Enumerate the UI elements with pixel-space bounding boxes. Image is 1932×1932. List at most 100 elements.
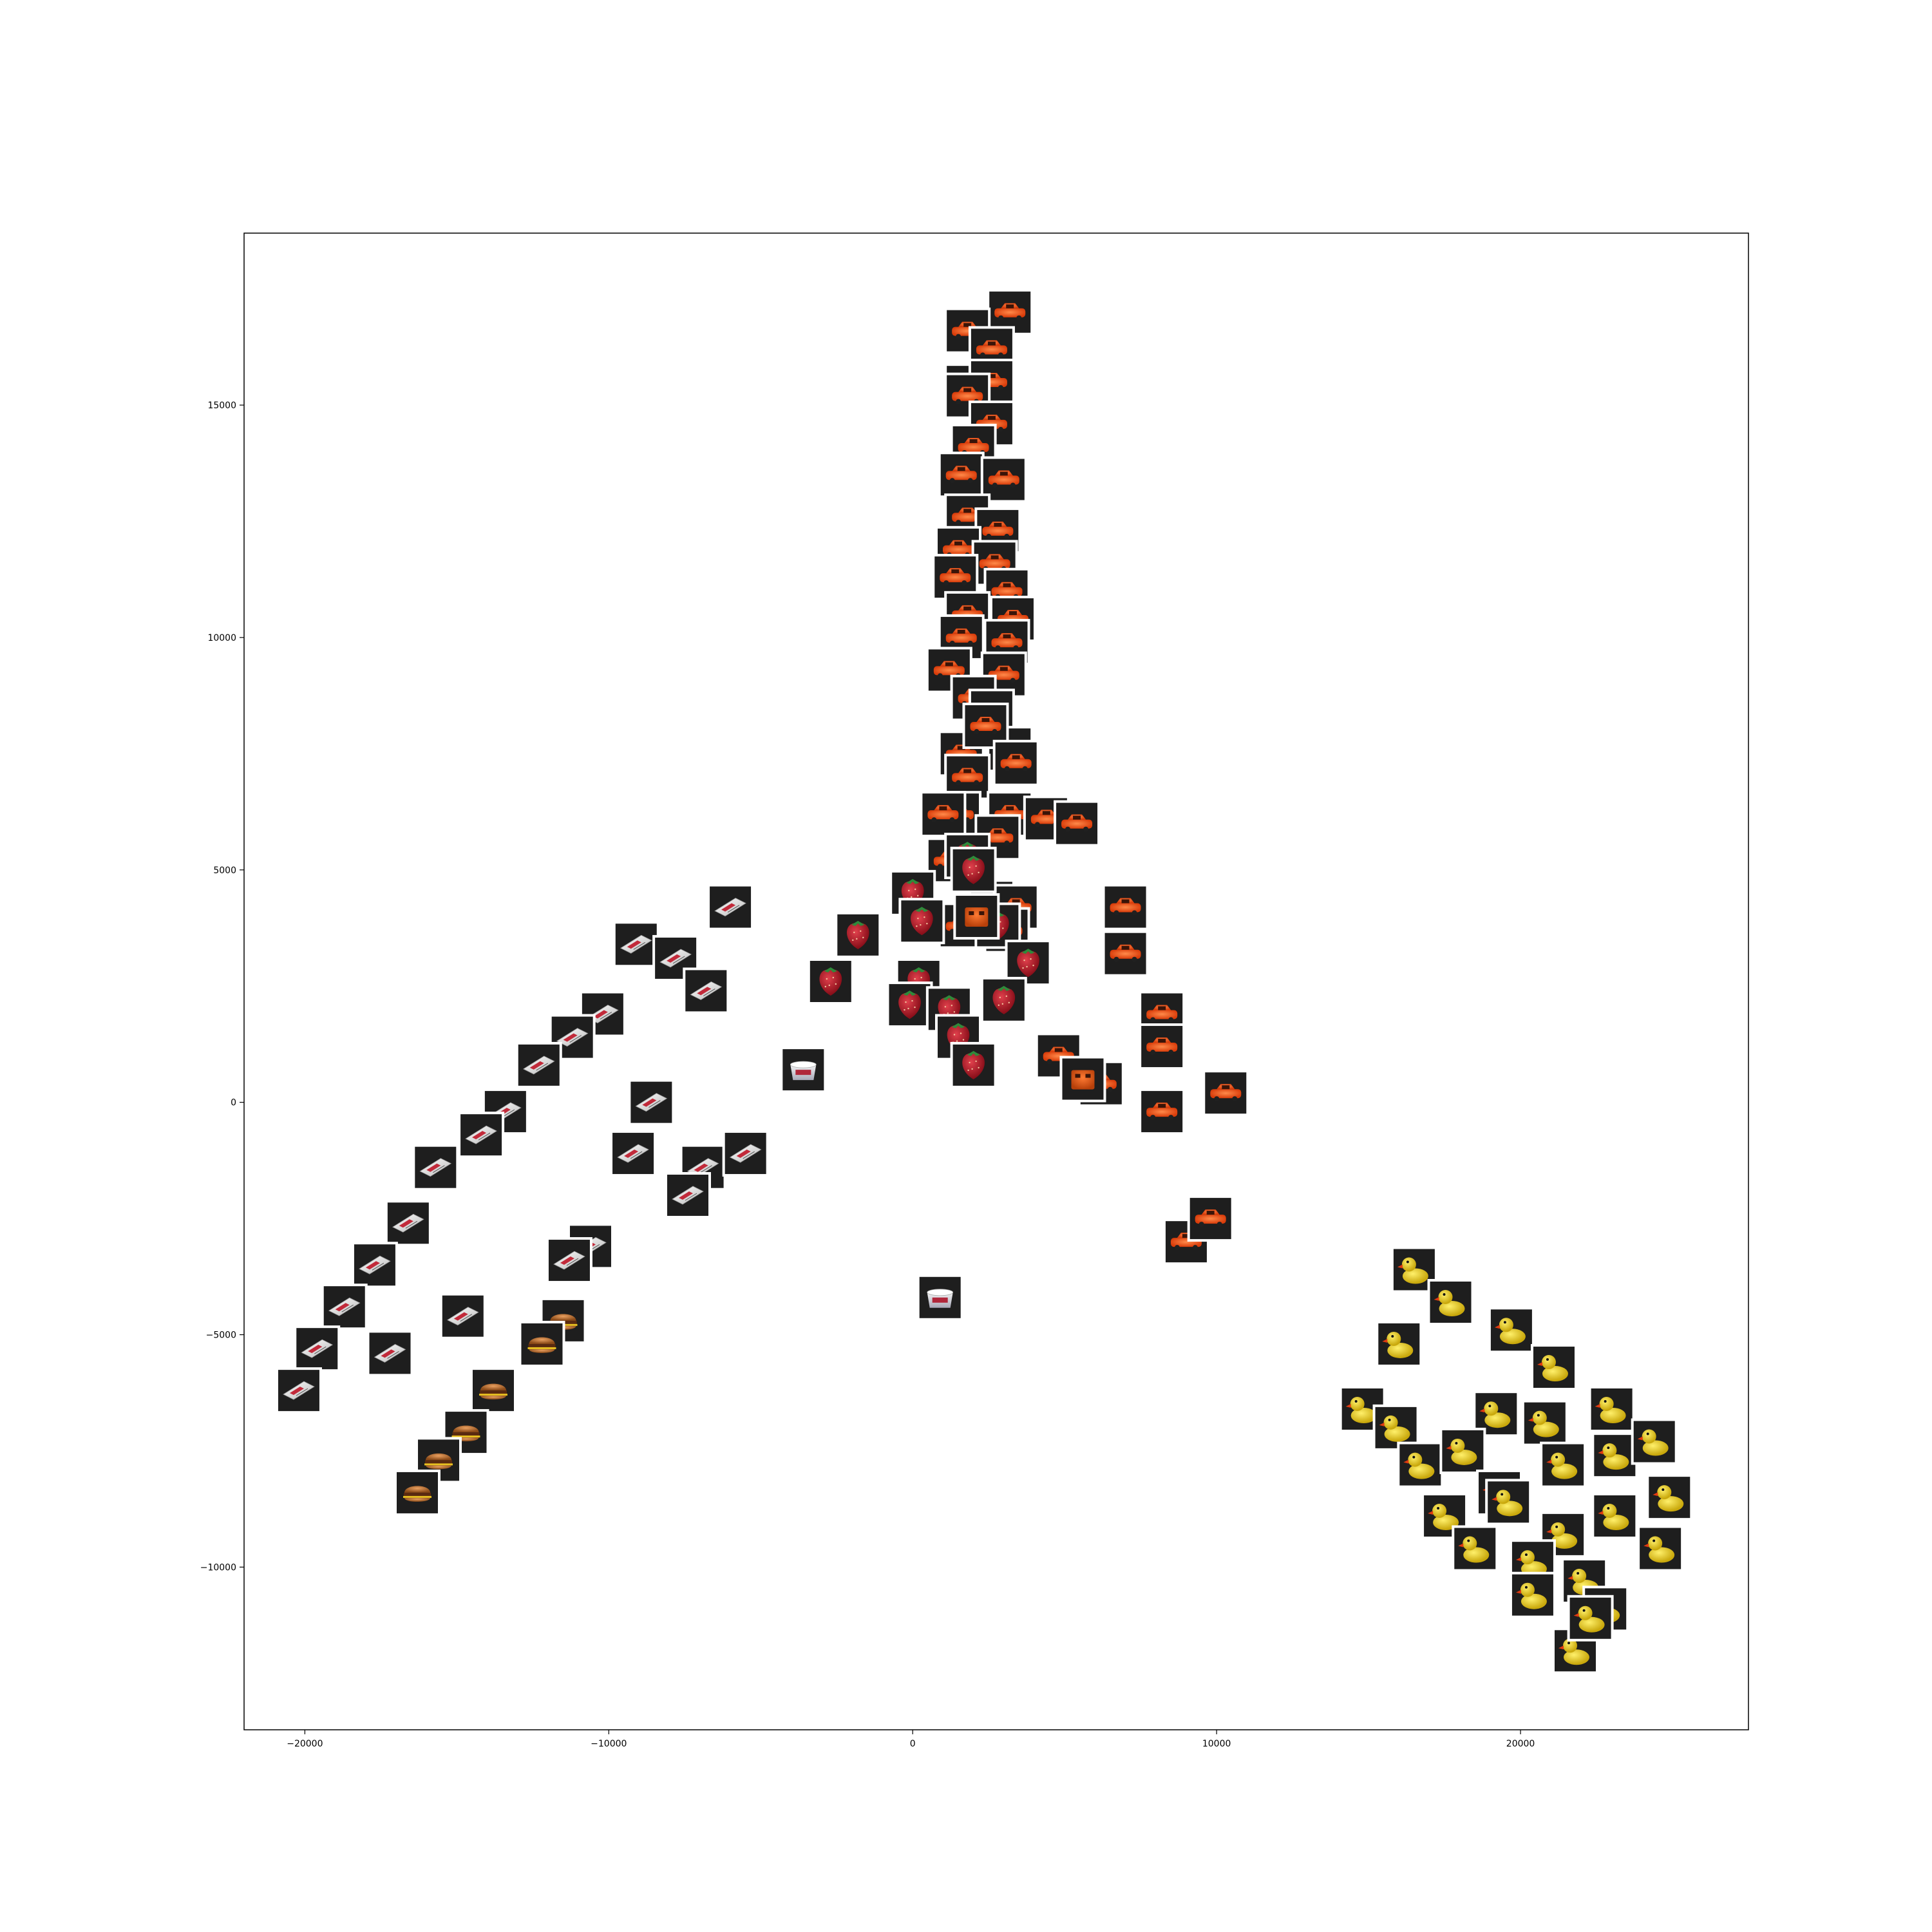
rubber-duck-thumbnail-point	[1509, 1571, 1556, 1618]
rubber-duck-icon	[1598, 1504, 1629, 1530]
hamburger-thumbnail-point	[393, 1469, 440, 1516]
white-box-icon	[659, 949, 692, 968]
rubber-duck-thumbnail-point	[1473, 1390, 1520, 1437]
toy-car-icon	[1146, 1037, 1178, 1056]
x-tick-label: −10000	[591, 1739, 627, 1749]
white-box-icon	[301, 1339, 334, 1358]
white-box-icon	[690, 981, 723, 1000]
white-box-thumbnail-point	[545, 1237, 592, 1284]
white-box-icon	[465, 1125, 497, 1144]
rubber-duck-icon	[1595, 1397, 1626, 1423]
toy-car-icon	[940, 568, 971, 586]
toy-car-thumbnail-point	[980, 456, 1027, 503]
toy-car-thumbnail-point	[962, 703, 1009, 750]
rubber-duck-thumbnail-point	[1427, 1279, 1474, 1325]
rubber-duck-thumbnail-point	[1530, 1344, 1577, 1391]
y-tick-label: 15000	[207, 401, 236, 411]
rubber-duck-icon	[1558, 1638, 1590, 1665]
x-tick-label: 0	[910, 1739, 916, 1749]
toy-car-icon	[1146, 1005, 1178, 1023]
toy-car-thumbnail-point	[1187, 1195, 1234, 1242]
toy-car-thumbnail-point	[1054, 800, 1101, 847]
toy-car-icon	[943, 540, 974, 558]
rubber-duck-icon	[1434, 1290, 1465, 1316]
white-box-thumbnail-point	[722, 1130, 769, 1177]
strawberry-icon	[962, 1050, 985, 1079]
strawberry-thumbnail-point	[835, 911, 882, 958]
rubber-duck-icon	[1653, 1485, 1684, 1512]
rubber-duck-thumbnail-point	[1390, 1246, 1437, 1293]
y-axis: −10000 −5000 0 5000 10000 15000	[200, 401, 244, 1573]
rubber-duck-icon	[1379, 1415, 1410, 1442]
rubber-duck-thumbnail-point	[1488, 1307, 1535, 1354]
x-tick-label: −20000	[287, 1739, 323, 1749]
toy-car-icon	[976, 340, 1007, 358]
tub-icon	[790, 1061, 817, 1081]
white-box-thumbnail-point	[665, 1172, 712, 1218]
rubber-duck-icon	[1492, 1490, 1523, 1517]
white-box-icon	[522, 1056, 555, 1075]
y-tick-label: 5000	[213, 866, 236, 876]
y-tick-label: 10000	[207, 633, 236, 643]
toy-car-icon	[952, 768, 983, 786]
y-tick-label: −10000	[200, 1562, 236, 1573]
rubber-duck-thumbnail-point	[1567, 1595, 1614, 1642]
rubber-duck-icon	[1528, 1410, 1559, 1437]
rubber-duck-icon	[1446, 1438, 1477, 1465]
toy-car-thumbnail-point	[1139, 1088, 1186, 1135]
hamburger-icon	[424, 1453, 453, 1470]
white-box-icon	[635, 1093, 668, 1112]
rubber-duck-thumbnail-point	[1452, 1525, 1499, 1572]
tub-thumbnail-point	[780, 1046, 827, 1094]
white-box-icon	[672, 1186, 704, 1205]
white-box-thumbnail-point	[610, 1130, 657, 1177]
rubber-duck-thumbnail-point	[1521, 1399, 1568, 1446]
rubber-duck-icon	[1643, 1536, 1675, 1563]
rubber-duck-icon	[1537, 1355, 1568, 1382]
white-box-thumbnail-point	[351, 1242, 398, 1289]
toy-car-icon	[1000, 753, 1032, 772]
white-box-icon	[620, 934, 652, 954]
x-tick-label: 10000	[1202, 1739, 1231, 1749]
rubber-duck-icon	[1515, 1582, 1547, 1609]
tub-thumbnail-point	[916, 1274, 963, 1321]
white-box-icon	[714, 898, 746, 916]
rubber-duck-icon	[1546, 1522, 1578, 1549]
toy-car-icon	[991, 633, 1023, 651]
toy-car-icon	[1110, 944, 1141, 962]
white-box-thumbnail-point	[628, 1079, 675, 1126]
rubber-duck-thumbnail-point	[1631, 1418, 1678, 1465]
tub-icon	[927, 1289, 954, 1308]
data-marks	[275, 289, 1693, 1674]
white-box-thumbnail-point	[458, 1112, 505, 1159]
rubber-duck-icon	[1403, 1452, 1435, 1479]
rubber-duck-icon	[1494, 1318, 1526, 1345]
toy-car-icon	[991, 582, 1023, 600]
white-box-icon	[328, 1297, 361, 1316]
rubber-duck-thumbnail-point	[1591, 1493, 1638, 1539]
toy-car-thumbnail-point	[1139, 1023, 1186, 1070]
white-box-icon	[283, 1381, 315, 1400]
strawberry-icon	[1017, 949, 1039, 978]
toy-car-thumbnail-point	[1202, 1070, 1249, 1117]
strawberry-thumbnail-point	[925, 986, 972, 1033]
strawberry-icon	[898, 990, 921, 1019]
strawberry-thumbnail-point	[1005, 940, 1052, 987]
white-box-thumbnail-point	[366, 1330, 413, 1377]
toy-car-icon	[982, 521, 1014, 539]
strawberry-thumbnail-point	[807, 958, 854, 1005]
orange-box-icon	[965, 907, 989, 927]
white-box-thumbnail-point	[549, 1014, 596, 1061]
white-box-icon	[687, 1158, 719, 1177]
white-box-icon	[556, 1028, 589, 1047]
white-box-thumbnail-point	[275, 1367, 322, 1414]
hamburger-icon	[478, 1383, 507, 1400]
rubber-duck-icon	[1397, 1257, 1428, 1284]
orange-box-thumbnail-point	[1059, 1056, 1106, 1103]
rubber-duck-thumbnail-point	[1397, 1441, 1444, 1488]
rubber-duck-icon	[1479, 1401, 1511, 1428]
white-box-icon	[392, 1213, 424, 1233]
rubber-duck-thumbnail-point	[1588, 1386, 1635, 1432]
white-box-thumbnail-point	[384, 1200, 431, 1247]
